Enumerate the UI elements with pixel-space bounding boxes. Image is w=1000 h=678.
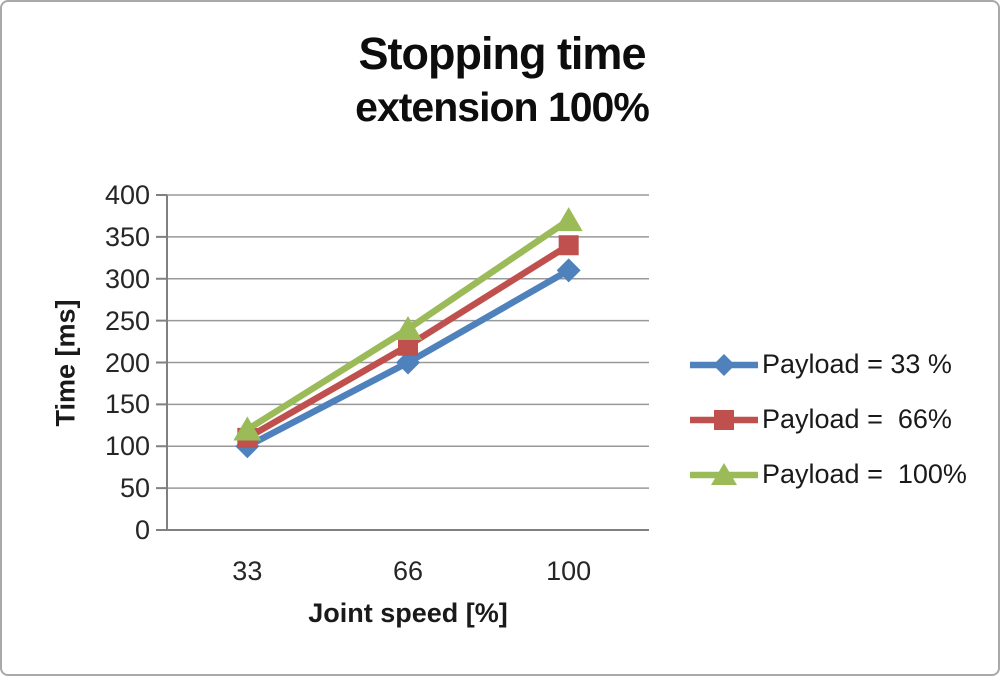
- legend-item: Payload = 100%: [688, 447, 967, 502]
- series-marker-square: [398, 335, 418, 356]
- y-tick-label: 50: [119, 473, 150, 504]
- x-tick-label: 100: [546, 556, 592, 586]
- chart-title: Stopping time: [358, 28, 647, 79]
- series-marker-triangle: [554, 207, 583, 232]
- legend-diamond-marker-icon: [690, 353, 758, 376]
- legend-square-marker-icon: [690, 409, 758, 430]
- x-tick-label: 66: [392, 556, 424, 586]
- y-tick-label: 200: [104, 347, 150, 378]
- legend-item: Payload = 33 %: [688, 337, 967, 392]
- legend: Payload = 33 % Payload = 66% Payload = 100…: [688, 337, 967, 502]
- legend-label: Payload = 66%: [762, 404, 952, 434]
- series-marker-triangle: [233, 416, 262, 441]
- legend-label: Payload = 33 %: [762, 349, 952, 379]
- chart-title-block: Stopping time extension 100%: [2, 26, 1000, 132]
- y-tick-label: 100: [104, 431, 150, 462]
- y-tick-label: 0: [134, 515, 150, 545]
- series-marker-triangle: [394, 316, 422, 340]
- x-tick-label: 33: [232, 556, 263, 586]
- y-tick-label: 400: [104, 180, 150, 210]
- legend-item: Payload = 66%: [688, 392, 967, 447]
- series-marker-diamond: [556, 258, 581, 283]
- y-axis-title: Time [ms]: [50, 299, 81, 427]
- legend-label: Payload = 100%: [762, 459, 967, 489]
- series-marker-diamond: [396, 350, 420, 375]
- series-marker-square: [558, 235, 579, 256]
- legend-triangle-marker-icon: [690, 462, 758, 485]
- y-tick-label: 300: [104, 263, 150, 294]
- x-axis-title: Joint speed [%]: [308, 598, 508, 628]
- chart-subtitle: extension 100%: [355, 84, 650, 130]
- y-tick-label: 350: [104, 221, 150, 252]
- y-tick-label: 250: [104, 305, 150, 336]
- y-tick-label: 150: [104, 389, 150, 420]
